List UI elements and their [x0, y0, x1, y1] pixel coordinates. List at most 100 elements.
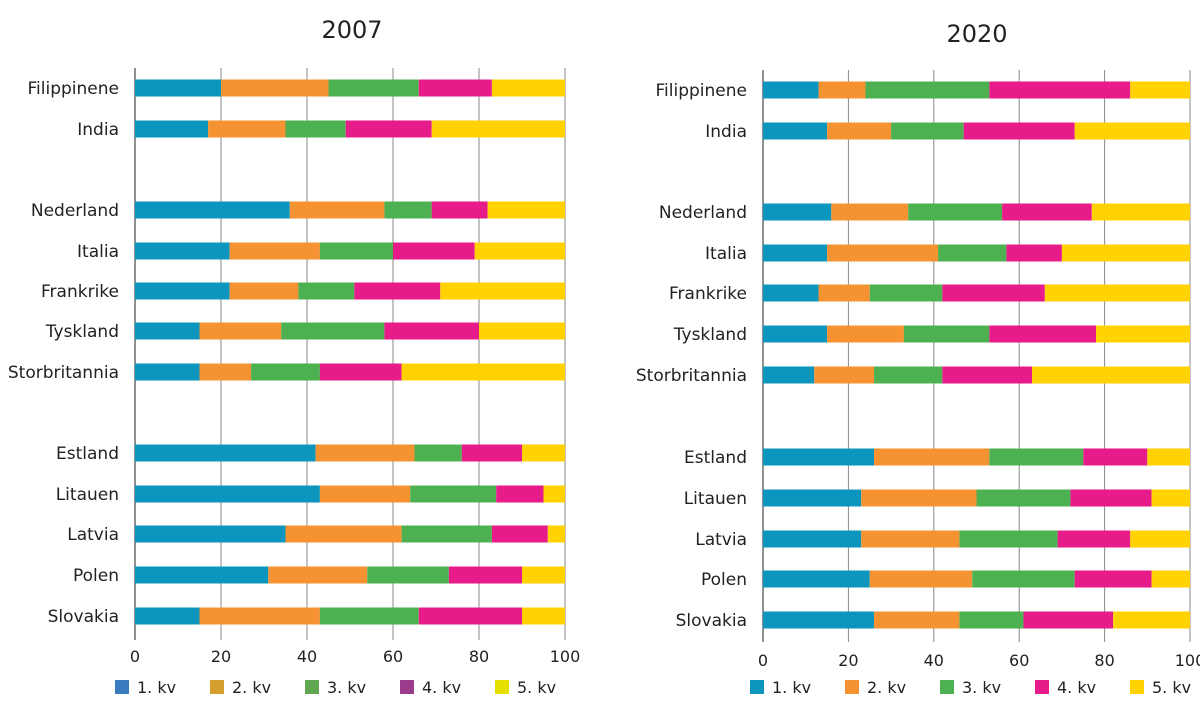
bar-5kv-India [431, 120, 565, 138]
legend-swatch [1035, 680, 1049, 694]
bar-1kv-Estland [135, 444, 316, 462]
bar-1kv-Slovakia [135, 607, 200, 625]
bar-5kv-Tyskland [479, 322, 565, 340]
bar-2kv-Slovakia [874, 611, 960, 629]
legend-swatch [750, 680, 764, 694]
bar-2kv-Estland [874, 448, 990, 466]
bar-4kv-Tyskland [384, 322, 479, 340]
bar-2kv-Estland [315, 444, 415, 462]
bar-4kv-India [963, 122, 1075, 140]
bar-1kv-Frankrike [135, 282, 230, 300]
legend-swatch [495, 680, 509, 694]
bar-3kv-India [285, 120, 346, 138]
bar-1kv-Filippinene [135, 79, 221, 97]
bar-4kv-Slovakia [418, 607, 522, 625]
bar-1kv-Filippinene [763, 81, 819, 99]
legend-label: 1. kv [772, 678, 811, 697]
bar-1kv-Nederland [135, 201, 290, 219]
bar-5kv-Litauen [543, 485, 565, 503]
tick-label: 60 [383, 647, 403, 666]
bar-1kv-Nederland [763, 203, 832, 221]
bar-5kv-Slovakia [522, 607, 565, 625]
category-label: Storbritannia [8, 363, 119, 383]
bar-2kv-Storbritannia [199, 363, 252, 381]
category-label: Italia [705, 244, 747, 264]
chart-title: 2020 [946, 20, 1007, 48]
category-label: Frankrike [669, 284, 747, 304]
bar-5kv-Storbritannia [401, 363, 565, 381]
bar-3kv-Storbritannia [251, 363, 320, 381]
category-label: Estland [684, 448, 747, 468]
legend-swatch [400, 680, 414, 694]
bar-2kv-Filippinene [818, 81, 866, 99]
bar-4kv-Estland [461, 444, 522, 462]
tick-label: 0 [758, 651, 768, 670]
bar-1kv-Polen [135, 566, 269, 584]
bar-4kv-Filippinene [418, 79, 492, 97]
bar-3kv-Latvia [959, 530, 1058, 548]
legend-swatch [940, 680, 954, 694]
bar-3kv-Frankrike [298, 282, 355, 300]
category-label: Frankrike [41, 282, 119, 302]
bar-4kv-Nederland [431, 201, 488, 219]
legend-label: 4. kv [1057, 678, 1096, 697]
bar-4kv-Frankrike [942, 284, 1045, 302]
bar-3kv-Litauen [410, 485, 497, 503]
bar-2kv-Italia [827, 244, 939, 262]
legend-label: 1. kv [137, 678, 176, 697]
panel-2020: 2020 0 20 40 60 80 100 Filippinene India Nederlan… [636, 20, 1200, 697]
tick-label: 0 [130, 647, 140, 666]
tick-label: 20 [838, 651, 858, 670]
bar-4kv-Estland [1083, 448, 1148, 466]
bar-1kv-Slovakia [763, 611, 875, 629]
bar-4kv-Filippinene [989, 81, 1131, 99]
bar-2kv-Storbritannia [814, 366, 875, 384]
bar-3kv-Estland [414, 444, 462, 462]
bar-3kv-Polen [367, 566, 449, 584]
bar-5kv-Filippinene [491, 79, 565, 97]
bar-1kv-Latvia [135, 525, 286, 543]
bar-1kv-Tyskland [763, 325, 828, 343]
bar-5kv-Filippinene [1130, 81, 1190, 99]
tick-label: 80 [469, 647, 489, 666]
bar-1kv-Litauen [763, 489, 862, 507]
category-label: India [705, 122, 747, 142]
bar-3kv-Frankrike [869, 284, 943, 302]
legend-swatch [845, 680, 859, 694]
bar-5kv-Nederland [1091, 203, 1190, 221]
bar-5kv-Storbritannia [1032, 366, 1190, 384]
legend-label: 2. kv [867, 678, 906, 697]
legend-swatch [1130, 680, 1144, 694]
legend-swatch [115, 680, 129, 694]
category-label: India [77, 120, 119, 140]
bar-2kv-Nederland [831, 203, 909, 221]
bar-2kv-Frankrike [818, 284, 870, 302]
category-label: Nederland [31, 201, 119, 221]
legend-label: 5. kv [517, 678, 556, 697]
bar-2kv-Polen [268, 566, 368, 584]
legend-label: 2. kv [232, 678, 271, 697]
category-label: Estland [56, 444, 119, 464]
bar-3kv-Litauen [976, 489, 1071, 507]
legend-label: 3. kv [327, 678, 366, 697]
bar-1kv-India [135, 120, 209, 138]
bar-4kv-Nederland [1002, 203, 1092, 221]
bar-3kv-Nederland [908, 203, 1003, 221]
bar-4kv-Polen [448, 566, 522, 584]
bar-4kv-Litauen [1070, 489, 1152, 507]
chart-title: 2007 [321, 16, 382, 44]
bar-5kv-Latvia [1130, 530, 1190, 548]
bar-2kv-Litauen [861, 489, 977, 507]
bar-3kv-Nederland [384, 201, 432, 219]
bar-4kv-Slovakia [1023, 611, 1114, 629]
bar-2kv-Tyskland [827, 325, 904, 343]
bar-2kv-Filippinene [221, 79, 329, 97]
category-label: Litauen [56, 485, 119, 505]
bar-2kv-Italia [229, 242, 320, 260]
bar-1kv-Polen [763, 570, 870, 588]
category-label: Filippinene [656, 81, 747, 101]
bar-4kv-Italia [1006, 244, 1062, 262]
bar-5kv-Latvia [547, 525, 565, 543]
bar-1kv-Italia [135, 242, 230, 260]
bar-2kv-Slovakia [199, 607, 320, 625]
